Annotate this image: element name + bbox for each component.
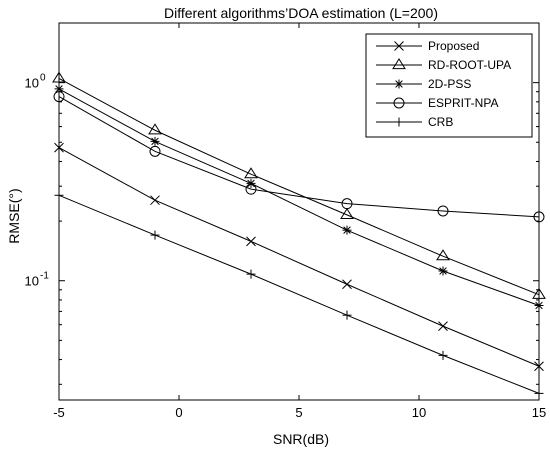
marker-x: [394, 41, 404, 51]
x-tick-label: -5: [53, 405, 65, 420]
marker-triangle: [340, 207, 354, 219]
legend-item: RD-ROOT-UPA: [376, 58, 511, 72]
marker-circle: [341, 198, 353, 210]
x-tick-label: 10: [412, 405, 426, 420]
marker-x: [54, 142, 64, 153]
marker-circle: [149, 145, 161, 157]
series-line: [58, 77, 540, 296]
marker-star: [394, 79, 404, 89]
series-line: [58, 194, 540, 394]
legend: Proposed RD-ROOT-UPA 2D-PSS ESPRIT-NPA CRB: [365, 33, 533, 138]
marker-triangle: [532, 287, 546, 299]
marker-x: [342, 279, 352, 290]
x-axis-label: SNR(dB): [273, 431, 329, 447]
marker-x: [150, 195, 160, 206]
marker-plus: [246, 269, 256, 279]
series-line: [58, 147, 540, 367]
marker-circle: [393, 97, 405, 109]
legend-label: RD-ROOT-UPA: [428, 58, 511, 72]
series-2d-pss: [54, 84, 544, 310]
marker-x: [534, 361, 544, 372]
legend-label: ESPRIT-NPA: [428, 96, 498, 110]
marker-plus: [150, 230, 160, 240]
legend-item: 2D-PSS: [376, 77, 471, 91]
marker-circle: [437, 205, 449, 217]
marker-star: [342, 225, 352, 235]
marker-plus: [342, 310, 352, 320]
x-tick-label: 0: [175, 405, 182, 420]
legend-label: 2D-PSS: [428, 77, 471, 91]
legend-item: ESPRIT-NPA: [376, 96, 498, 110]
series-layer: [52, 71, 546, 398]
legend-label: Proposed: [428, 39, 479, 53]
marker-star: [438, 266, 448, 276]
series-rd-root-upa: [52, 71, 546, 299]
marker-x: [246, 236, 256, 247]
y-tick-exponent: 0: [40, 73, 46, 84]
legend-box: [365, 33, 533, 138]
legend-item: CRB: [376, 115, 453, 129]
marker-plus: [394, 117, 404, 127]
marker-star: [534, 300, 544, 310]
series-line: [58, 96, 540, 218]
y-tick-exponent: -1: [40, 271, 49, 282]
marker-circle: [533, 211, 545, 223]
marker-x: [438, 321, 448, 331]
x-tick-label: 5: [295, 405, 302, 420]
marker-star: [246, 178, 256, 188]
chart-title: Different algorithms’DOA estimation (L=2…: [164, 5, 438, 21]
marker-triangle: [392, 58, 406, 70]
marker-triangle: [52, 71, 66, 83]
marker-plus: [54, 190, 64, 200]
legend-item: Proposed: [376, 39, 479, 53]
legend-label: CRB: [428, 115, 453, 129]
series-esprit-npa: [53, 91, 545, 223]
marker-circle: [245, 183, 257, 195]
y-axis-label: RMSE(°): [6, 188, 22, 243]
marker-triangle: [436, 249, 450, 261]
marker-triangle: [148, 123, 162, 135]
x-tick-label: 15: [532, 405, 546, 420]
series-line: [58, 88, 540, 306]
marker-plus: [438, 350, 448, 360]
y-tick-label: 10: [25, 76, 39, 91]
y-tick-label: 10: [25, 274, 39, 289]
series-proposed: [54, 142, 544, 372]
marker-star: [150, 136, 160, 146]
marker-triangle: [244, 167, 258, 179]
series-crb: [54, 190, 544, 398]
